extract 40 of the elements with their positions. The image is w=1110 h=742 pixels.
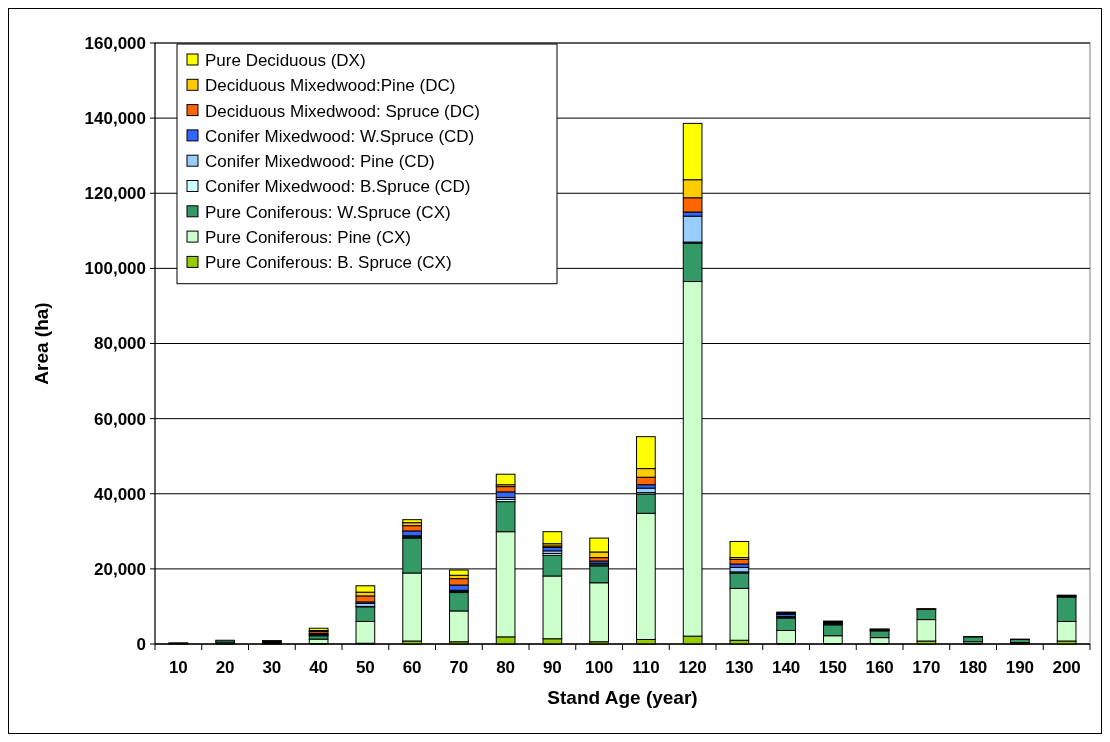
y-tick-label: 140,000 [84,109,146,129]
x-tick-label: 80 [496,658,516,677]
x-tick-label: 170 [912,658,941,677]
y-tick-label: 0 [136,634,146,654]
y-tick-label: 40,000 [94,484,146,504]
x-tick-label: 60 [402,658,422,677]
legend-label: Deciduous Mixedwood: Spruce (DC) [205,101,480,121]
x-tick-label: 110 [632,658,660,677]
x-tick-label: 190 [1005,658,1035,677]
y-axis-title: Area (ha) [31,302,52,385]
x-tick-label: 150 [818,658,848,677]
legend-label: Pure Coniferous: Pine (CX) [205,228,411,248]
x-tick-label: 40 [309,658,329,677]
x-tick-label: 30 [262,658,282,677]
legend-label: Deciduous Mixedwood:Pine (DC) [205,76,456,96]
x-tick-label: 140 [771,658,801,677]
x-tick-label: 20 [215,658,235,677]
y-tick-label: 20,000 [94,559,146,579]
x-axis-title: Stand Age (year) [547,687,698,708]
x-tick-label: 100 [584,658,614,677]
legend-label: Pure Coniferous: W.Spruce (CX) [205,202,451,222]
x-tick-label: 160 [865,658,894,677]
y-tick-label: 160,000 [84,33,146,53]
legend-label: Pure Deciduous (DX) [205,50,366,70]
y-tick-label: 80,000 [94,334,146,354]
y-tick-label: 120,000 [84,184,146,204]
y-tick-label: 100,000 [84,259,146,279]
x-tick-label: 120 [678,658,707,677]
legend-label: Conifer Mixedwood: B.Spruce (CD) [205,177,471,197]
x-tick-label: 50 [355,658,375,677]
x-tick-label: 10 [168,658,188,677]
x-tick-label: 90 [542,658,562,677]
x-tick-label: 70 [449,658,469,677]
y-tick-label: 60,000 [94,409,146,429]
x-tick-label: 180 [958,658,988,677]
legend-label: Conifer Mixedwood: Pine (CD) [205,152,435,172]
legend-label: Conifer Mixedwood: W.Spruce (CD) [205,126,475,146]
x-tick-label: 130 [725,658,754,677]
x-tick-label: 200 [1052,658,1081,677]
legend-label: Pure Coniferous: B. Spruce (CX) [205,253,452,273]
